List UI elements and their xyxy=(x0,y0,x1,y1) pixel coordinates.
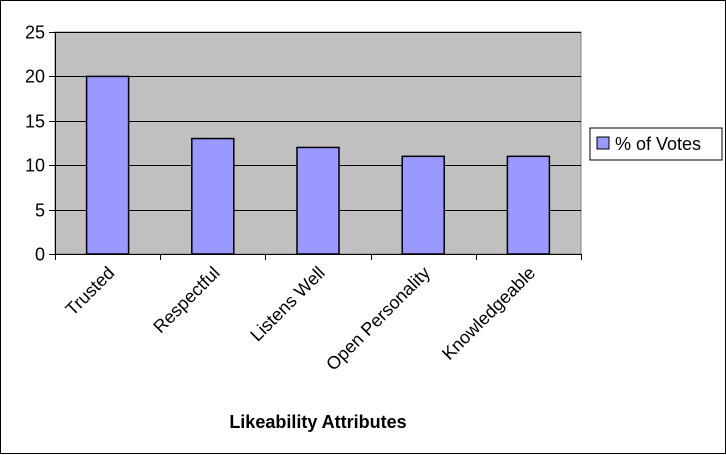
gridlines xyxy=(49,32,581,255)
legend-label: % of Votes xyxy=(615,134,701,154)
y-tick-label: 0 xyxy=(35,245,45,265)
y-tick-label: 20 xyxy=(25,67,45,87)
legend: % of Votes xyxy=(589,127,723,161)
y-tick-labels: 0 5 10 15 20 25 xyxy=(25,23,45,265)
bar xyxy=(506,155,551,255)
y-tick-label: 25 xyxy=(25,23,45,43)
x-axis-title: Likeability Attributes xyxy=(229,412,406,432)
bar xyxy=(296,146,340,255)
x-category-label: Listens Well xyxy=(246,263,329,346)
y-tick-label: 15 xyxy=(25,112,45,132)
x-category-label: Knowledgeable xyxy=(438,263,539,364)
x-category-label: Open Personality xyxy=(322,263,434,375)
bar xyxy=(85,75,130,255)
y-tick-label: 5 xyxy=(35,201,45,221)
x-category-label: Respectful xyxy=(149,263,223,337)
bar xyxy=(401,155,445,255)
bar xyxy=(191,137,235,255)
legend-box xyxy=(589,127,723,161)
bars xyxy=(85,75,551,255)
x-category-label: Trusted xyxy=(62,263,119,320)
y-tick-label: 10 xyxy=(25,156,45,176)
axes xyxy=(55,32,582,260)
legend-swatch xyxy=(596,136,610,150)
